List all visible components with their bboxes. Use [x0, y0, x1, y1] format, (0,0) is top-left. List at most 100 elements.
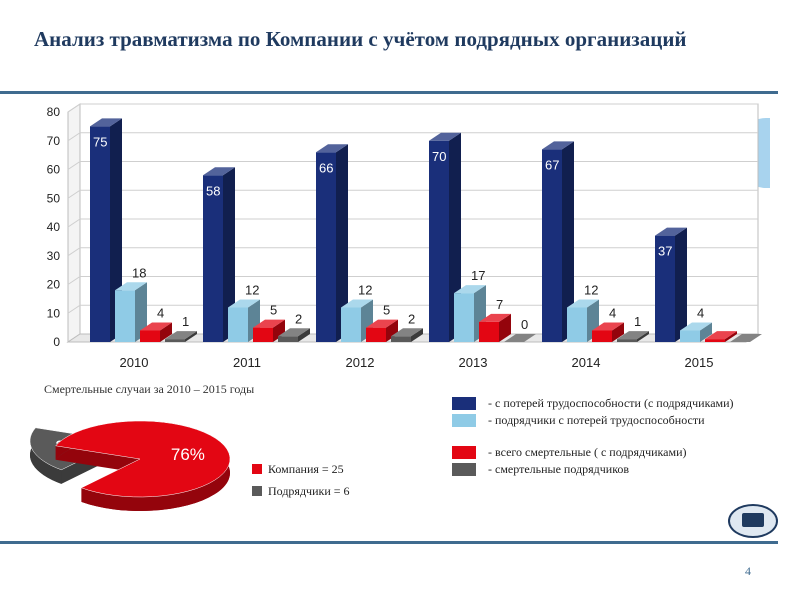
bar-front [454, 293, 474, 342]
bar-side [700, 322, 712, 342]
decorative-stripe [770, 100, 800, 196]
bar-top [705, 331, 737, 340]
bar-top [592, 322, 624, 331]
bar [366, 319, 398, 342]
bar-side [725, 331, 737, 342]
bar-top [567, 299, 599, 308]
bar [90, 118, 122, 342]
gridline [67, 247, 758, 257]
bar-top [454, 285, 486, 294]
pie-legend-swatch-contractors [252, 486, 262, 496]
bar-side [273, 319, 285, 342]
bar-top [115, 282, 147, 291]
bar-top [316, 144, 348, 153]
bar-data-label: 1 [182, 314, 189, 329]
company-logo-icon [728, 504, 778, 538]
bar [429, 132, 461, 342]
bar-front [278, 336, 298, 342]
legend-swatch-total-fatal [452, 446, 476, 459]
bar-data-label: 70 [432, 149, 446, 164]
pie-legend-item-company: Компания = 25 [252, 458, 350, 480]
bar [479, 313, 511, 342]
bar-data-label: 67 [545, 157, 559, 172]
bar-top [680, 322, 712, 331]
bar-front [705, 339, 725, 342]
bar [592, 322, 624, 342]
bar [680, 322, 712, 342]
bar-top [479, 313, 511, 322]
fatalities-pie-chart: 24%76% [29, 420, 231, 511]
bar-side [637, 331, 649, 342]
bar-side [411, 328, 423, 342]
pie-slice-edge [30, 427, 62, 484]
bar-data-label: 12 [358, 283, 372, 298]
bar-data-label: 4 [609, 306, 616, 321]
bar-chart-legend: - с потерей трудоспособности (с подрядчи… [452, 395, 734, 478]
bar-side [160, 322, 172, 342]
pie-slice-top [55, 420, 231, 498]
legend-item-lost-time: - с потерей трудоспособности (с подрядчи… [452, 395, 734, 412]
gridline [67, 161, 758, 170]
bar-side [110, 118, 122, 342]
gridline [67, 189, 758, 199]
bar-data-label: 4 [697, 306, 704, 321]
y-tick-label: 60 [47, 163, 61, 177]
bar-data-label: 2 [295, 311, 302, 326]
bar-data-label: 5 [270, 303, 277, 318]
bar-data-label: 37 [658, 244, 672, 259]
bar-front [165, 339, 185, 342]
bar-front [253, 327, 273, 342]
bar [165, 331, 197, 342]
bar [655, 227, 687, 342]
bar-top [504, 334, 536, 342]
bar [730, 334, 762, 342]
footer-divider [0, 541, 778, 544]
x-tick-label: 2012 [346, 355, 375, 370]
bar-top [730, 334, 762, 342]
bar-data-label: 4 [157, 306, 164, 321]
bar-front [479, 321, 499, 342]
bar-front [391, 336, 411, 342]
bar [140, 322, 172, 342]
bar-side [449, 132, 461, 342]
bar-front [655, 235, 675, 342]
bar-top [90, 118, 122, 127]
legend-item-total-fatal: - всего смертельные ( с подрядчиками) [452, 444, 734, 461]
y-tick-label: 10 [47, 306, 61, 320]
bar-side [185, 331, 197, 342]
bar [115, 282, 147, 342]
legend-label-contractors-fatal: - смертельные подрядчиков [488, 462, 630, 476]
bar-side [675, 227, 687, 342]
bar-data-label: 5 [383, 303, 390, 318]
legend-swatch-contractors-lost-time [452, 414, 476, 427]
bar-data-label: 0 [521, 317, 528, 332]
bar-top [341, 299, 373, 308]
y-tick-label: 30 [47, 249, 61, 263]
legend-item-contractors-fatal: - смертельные подрядчиков [452, 461, 734, 478]
x-tick-label: 2010 [120, 355, 149, 370]
bar-top [542, 141, 574, 150]
bar [253, 319, 285, 342]
bar-top [165, 331, 197, 340]
bar-side [298, 328, 310, 342]
bar-front [203, 175, 223, 342]
bar-front [567, 307, 587, 342]
pie-legend-swatch-company [252, 464, 262, 474]
bar-top [429, 132, 461, 141]
bar-front [341, 307, 361, 342]
x-tick-label: 2014 [572, 355, 601, 370]
y-tick-label: 80 [47, 105, 61, 119]
bar [341, 299, 373, 342]
y-tick-label: 50 [47, 191, 61, 205]
bar-front [542, 149, 562, 342]
bar [705, 331, 737, 342]
bar-front [617, 339, 637, 342]
bar-front [366, 327, 386, 342]
gridline [67, 218, 758, 228]
bar-front [115, 290, 135, 342]
legend-label-contractors-lost-time: - подрядчики с потерей трудоспособности [488, 413, 705, 427]
gridline [67, 103, 758, 113]
bar-top [617, 331, 649, 340]
bar-front [316, 152, 336, 342]
bar-data-label: 75 [93, 134, 107, 149]
